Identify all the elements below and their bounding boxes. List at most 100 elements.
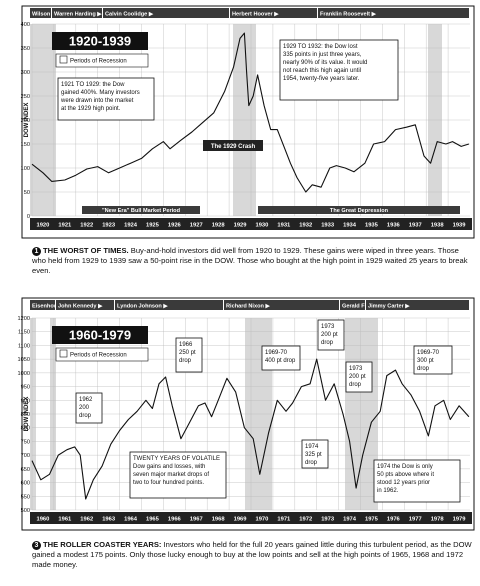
x-tick-label: 1924 — [124, 223, 138, 229]
y-axis-title: DOW INDEX — [24, 397, 30, 432]
x-tick-label: 1973 — [321, 517, 335, 523]
annotation-text: 300 pt — [417, 358, 434, 364]
x-tick-label: 1927 — [190, 223, 203, 229]
president-label: Lyndon Johnson ▶ — [117, 303, 168, 310]
annotation-text: 1962 — [79, 397, 93, 403]
period-band — [82, 206, 200, 214]
chart-title-box — [52, 32, 148, 50]
annotation-text: seven major market drops of — [133, 472, 209, 478]
annotation-box — [345, 361, 373, 393]
annotation-text: 335 points in just three years, — [283, 52, 362, 58]
period-label: "New Era" Bull Market Period — [102, 208, 181, 214]
annotation-text: 1921 TO 1929: the Dow — [61, 82, 125, 88]
x-tick-label: 1929 — [234, 223, 248, 229]
annotation-text: 250 pt — [179, 350, 196, 356]
y-tick-label: 600 — [21, 481, 30, 487]
caption-3: 3 THE ROLLER COASTER YEARS: Investors who… — [32, 540, 472, 570]
annotation-box — [175, 337, 203, 373]
president-label: Calvin Coolidge ▶ — [105, 11, 154, 18]
y-tick-label: 400 — [21, 22, 30, 28]
president-band — [30, 8, 51, 18]
x-tick-label: 1972 — [299, 517, 312, 523]
x-tick-label: 1964 — [124, 517, 138, 523]
annotation-box — [57, 77, 155, 121]
x-tick-label: 1962 — [80, 517, 93, 523]
president-label: Herbert Hoover ▶ — [232, 11, 279, 18]
annotation-text: 50 pts above where it — [377, 472, 434, 478]
president-label: Wilson ▶ — [32, 11, 57, 18]
annotation-box — [413, 345, 453, 375]
annotation-text: 1974 — [305, 444, 319, 450]
y-tick-label: 950 — [21, 385, 30, 391]
president-label: Gerald Ford ▶ — [342, 303, 380, 310]
legend-box — [55, 53, 149, 68]
dow-series-line — [31, 32, 470, 193]
x-tick-label: 1971 — [277, 517, 291, 523]
annotation-text: drop — [179, 358, 192, 364]
y-tick-label: 800 — [21, 426, 30, 432]
x-tick-label: 1920 — [36, 223, 49, 229]
annotation-text: 200 pt — [349, 374, 366, 380]
chart-title: 1920-1939 — [69, 34, 131, 49]
y-tick-label: 250 — [21, 94, 30, 100]
x-tick-label: 1932 — [299, 223, 312, 229]
annotation-text: 1969-70 — [417, 350, 440, 356]
caption-number: 1 — [32, 247, 41, 256]
annotation-box — [373, 459, 461, 503]
annotation-text: 200 — [79, 405, 90, 411]
x-tick-label: 1977 — [409, 517, 422, 523]
president-label: Jimmy Carter ▶ — [368, 303, 410, 310]
x-tick-label: 1939 — [453, 223, 467, 229]
y-tick-label: 1200 — [18, 316, 30, 322]
chart-title-box — [52, 326, 148, 344]
y-tick-label: 1100 — [18, 343, 30, 349]
president-band — [115, 300, 223, 310]
x-tick-label: 1931 — [277, 223, 291, 229]
annotation-text: 1954, twenty-five years later. — [283, 76, 360, 82]
annotation-text: 1929 TO 1932: the Dow lost — [283, 44, 358, 50]
annotation-text: 1966 — [179, 342, 193, 348]
president-band — [366, 300, 469, 310]
annotation-text: at the 1929 high point. — [61, 106, 121, 112]
period-label: The Great Depression — [330, 208, 389, 214]
legend-box — [55, 347, 149, 362]
annotation-box — [129, 451, 227, 499]
y-tick-label: 900 — [21, 398, 30, 404]
x-tick-label: 1979 — [453, 517, 467, 523]
annotation-box — [279, 39, 399, 101]
annotation-text: were drawn into the market — [60, 98, 134, 104]
y-tick-label: 1000 — [18, 371, 30, 377]
annotation-box — [301, 439, 329, 469]
president-label: Richard Nixon ▶ — [226, 303, 270, 310]
x-tick-label: 1978 — [431, 517, 445, 523]
x-tick-label: 1969 — [234, 517, 248, 523]
x-tick-label: 1938 — [431, 223, 445, 229]
x-tick-label: 1974 — [343, 517, 357, 523]
x-tick-label: 1928 — [212, 223, 226, 229]
annotation-text: gained 400%. Many investors — [61, 90, 140, 96]
y-tick-label: 50 — [24, 190, 30, 196]
caption-heading: THE WORST OF TIMES. — [43, 246, 129, 255]
y-tick-label: 100 — [21, 166, 30, 172]
y-tick-label: 150 — [21, 142, 30, 148]
caption-heading: THE ROLLER COASTER YEARS: — [43, 540, 162, 549]
chart-title: 1960-1979 — [69, 328, 131, 343]
annotation-text: drop — [321, 340, 334, 346]
x-tick-label: 1923 — [102, 223, 116, 229]
annotation-box — [75, 392, 103, 424]
y-tick-label: 650 — [21, 467, 30, 473]
x-tick-label: 1935 — [365, 223, 379, 229]
annotation-text: drop — [79, 413, 92, 419]
x-tick-label: 1922 — [80, 223, 93, 229]
x-tick-label: 1966 — [168, 517, 182, 523]
x-tick-label: 1937 — [409, 223, 422, 229]
president-label: John Kennedy ▶ — [58, 303, 103, 310]
president-band — [52, 8, 102, 18]
legend-label: Periods of Recession — [70, 353, 127, 359]
annotation-text: drop — [349, 382, 362, 388]
dow-series-line — [31, 358, 470, 500]
president-band — [224, 300, 339, 310]
annotation-text: 200 pt — [321, 332, 338, 338]
caption-number: 3 — [32, 541, 41, 550]
annotation-box — [317, 319, 345, 351]
